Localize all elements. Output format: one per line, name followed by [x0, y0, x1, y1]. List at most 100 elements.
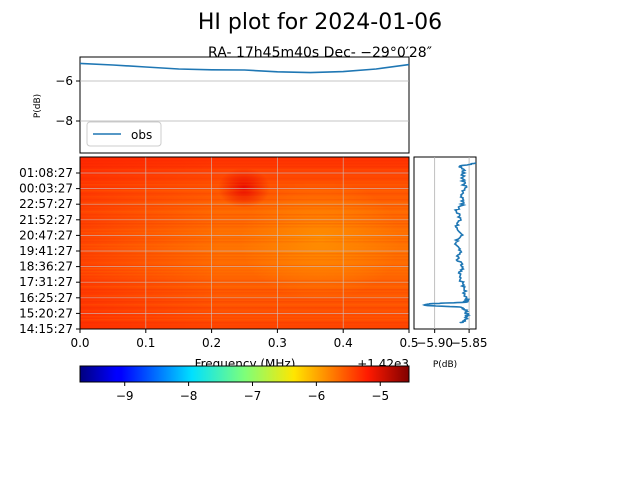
side-power-panel: −5.90−5.85 P(dB): [413, 156, 488, 370]
heatmap-row-stripe: [80, 181, 409, 183]
heatmap-row-stripe: [80, 292, 409, 294]
heatmap-row-stripe: [80, 193, 409, 195]
heatmap-time-tick-label: 15:20:27: [19, 306, 73, 320]
heatmap-time-tick-label: 00:03:27: [19, 182, 73, 196]
heatmap-row-stripe: [80, 307, 409, 309]
heatmap-row-stripe: [80, 289, 409, 291]
heatmap-row-stripe: [80, 211, 409, 213]
heatmap-row-stripe: [80, 253, 409, 255]
heatmap-row-stripe: [80, 304, 409, 306]
colorbar-tick-label: −6: [308, 389, 326, 403]
colorbar-tick-label: −8: [180, 389, 198, 403]
heatmap-row-stripe: [80, 301, 409, 303]
side-x-ticks: −5.90−5.85: [416, 329, 488, 350]
heatmap-row-stripe: [80, 310, 409, 312]
colorbar: −9 −8 −7 −6 −5: [79, 365, 410, 403]
legend-obs-label: obs: [131, 128, 152, 142]
heatmap-row-stripe: [80, 262, 409, 264]
heatmap-row-stripe: [80, 229, 409, 231]
colorbar-tick-label: −5: [371, 389, 389, 403]
heatmap-frequency-tick-label: 0.4: [334, 336, 353, 350]
legend-box: [86, 121, 162, 147]
heatmap-frequency-tick-label: 0.0: [70, 336, 89, 350]
side-x-axis-label: P(dB): [433, 360, 457, 370]
heatmap-row-stripe: [80, 166, 409, 168]
heatmap-warm-region: [240, 180, 400, 300]
spectrum-grid: [80, 80, 409, 122]
heatmap-row-stripe: [80, 241, 409, 243]
spectrum-y-tick-label: −6: [55, 74, 73, 88]
heatmap-time-tick-label: 19:41:27: [19, 244, 73, 258]
heatmap-row-stripe: [80, 325, 409, 327]
heatmap-frequency-ticks: 0.0 0.1 0.2 0.3 0.4 0.5: [70, 329, 419, 350]
heatmap-row-stripe: [80, 274, 409, 276]
colorbar-tick-label: −9: [116, 389, 134, 403]
colorbar-gradient: [79, 365, 410, 383]
heatmap-row-stripe: [80, 226, 409, 228]
heatmap-row-stripe: [80, 220, 409, 222]
heatmap-time-tick-label: 17:31:27: [19, 275, 73, 289]
spectrum-panel: −6 −8 P(dB) obs: [33, 56, 410, 154]
heatmap-row-stripe: [80, 235, 409, 237]
heatmap-row-stripe: [80, 163, 409, 165]
heatmap-row-stripe: [80, 157, 409, 159]
heatmap-row-stripe: [80, 190, 409, 192]
heatmap-row-stripe: [80, 271, 409, 273]
heatmap-frame: [79, 156, 410, 330]
heatmap-time-tick-label: 01:08:27: [19, 166, 73, 180]
spectrum-y-axis-label: P(dB): [33, 94, 43, 118]
heatmap-row-stripe: [80, 256, 409, 258]
heatmap-row-stripe: [80, 160, 409, 162]
heatmap-row-stripe: [80, 319, 409, 321]
heatmap-time-tick-label: 14:15:27: [19, 322, 73, 336]
heatmap-row-stripe: [80, 187, 409, 189]
heatmap-row-stripe: [80, 280, 409, 282]
side-x-tick-label: −5.85: [451, 336, 488, 350]
heatmap-grid: [79, 157, 410, 330]
heatmap-left-band: [80, 157, 220, 329]
heatmap-row-stripe: [80, 175, 409, 177]
side-x-tick-label: −5.90: [416, 336, 453, 350]
spectrum-legend: obs: [86, 121, 162, 147]
heatmap-row-stripe: [80, 265, 409, 267]
heatmap-row-stripe: [80, 196, 409, 198]
heatmap-row-stripe: [80, 208, 409, 210]
heatmap-row-stripe: [80, 322, 409, 324]
spectrum-obs-line: [79, 62, 410, 74]
heatmap-row-stripe: [80, 277, 409, 279]
colorbar-tick-label: −7: [244, 389, 262, 403]
colorbar-ticks: −9 −8 −7 −6 −5: [116, 382, 389, 403]
heatmap-row-stripe: [80, 232, 409, 234]
side-power-line: [421, 162, 477, 324]
heatmap-time-tick-label: 21:52:27: [19, 213, 73, 227]
heatmap-row-stripe: [80, 202, 409, 204]
heatmap-row-stripe: [80, 178, 409, 180]
heatmap-row-stripe: [80, 268, 409, 270]
spectrum-y-ticks: −6 −8: [55, 74, 80, 128]
figure-title: HI plot for 2024-01-06: [198, 10, 442, 35]
heatmap-row-stripe: [80, 169, 409, 171]
heatmap-hot-spot: [218, 168, 270, 208]
heatmap-row-stripe: [80, 205, 409, 207]
heatmap-frequency-tick-label: 0.3: [268, 336, 287, 350]
heatmap-row-stripe: [80, 244, 409, 246]
heatmap-row-stripe: [80, 247, 409, 249]
heatmap-row-stripe: [80, 298, 409, 300]
heatmap-frequency-tick-label: 0.5: [399, 336, 418, 350]
heatmap-row-stripe: [80, 223, 409, 225]
heatmap-frequency-tick-label: 0.2: [202, 336, 221, 350]
heatmap-time-tick-label: 20:47:27: [19, 228, 73, 242]
heatmap-row-stripe: [80, 316, 409, 318]
heatmap-row-stripe: [80, 214, 409, 216]
heatmap-row-stripe: [80, 259, 409, 261]
spectrum-y-tick-label: −8: [55, 114, 73, 128]
heatmap-row-stripe: [80, 184, 409, 186]
heatmap-row-stripe: [80, 283, 409, 285]
heatmap-time-tick-label: 22:57:27: [19, 197, 73, 211]
heatmap-row-stripe: [80, 217, 409, 219]
heatmap-time-tick-label: 16:25:27: [19, 291, 73, 305]
heatmap-row-stripe: [80, 286, 409, 288]
